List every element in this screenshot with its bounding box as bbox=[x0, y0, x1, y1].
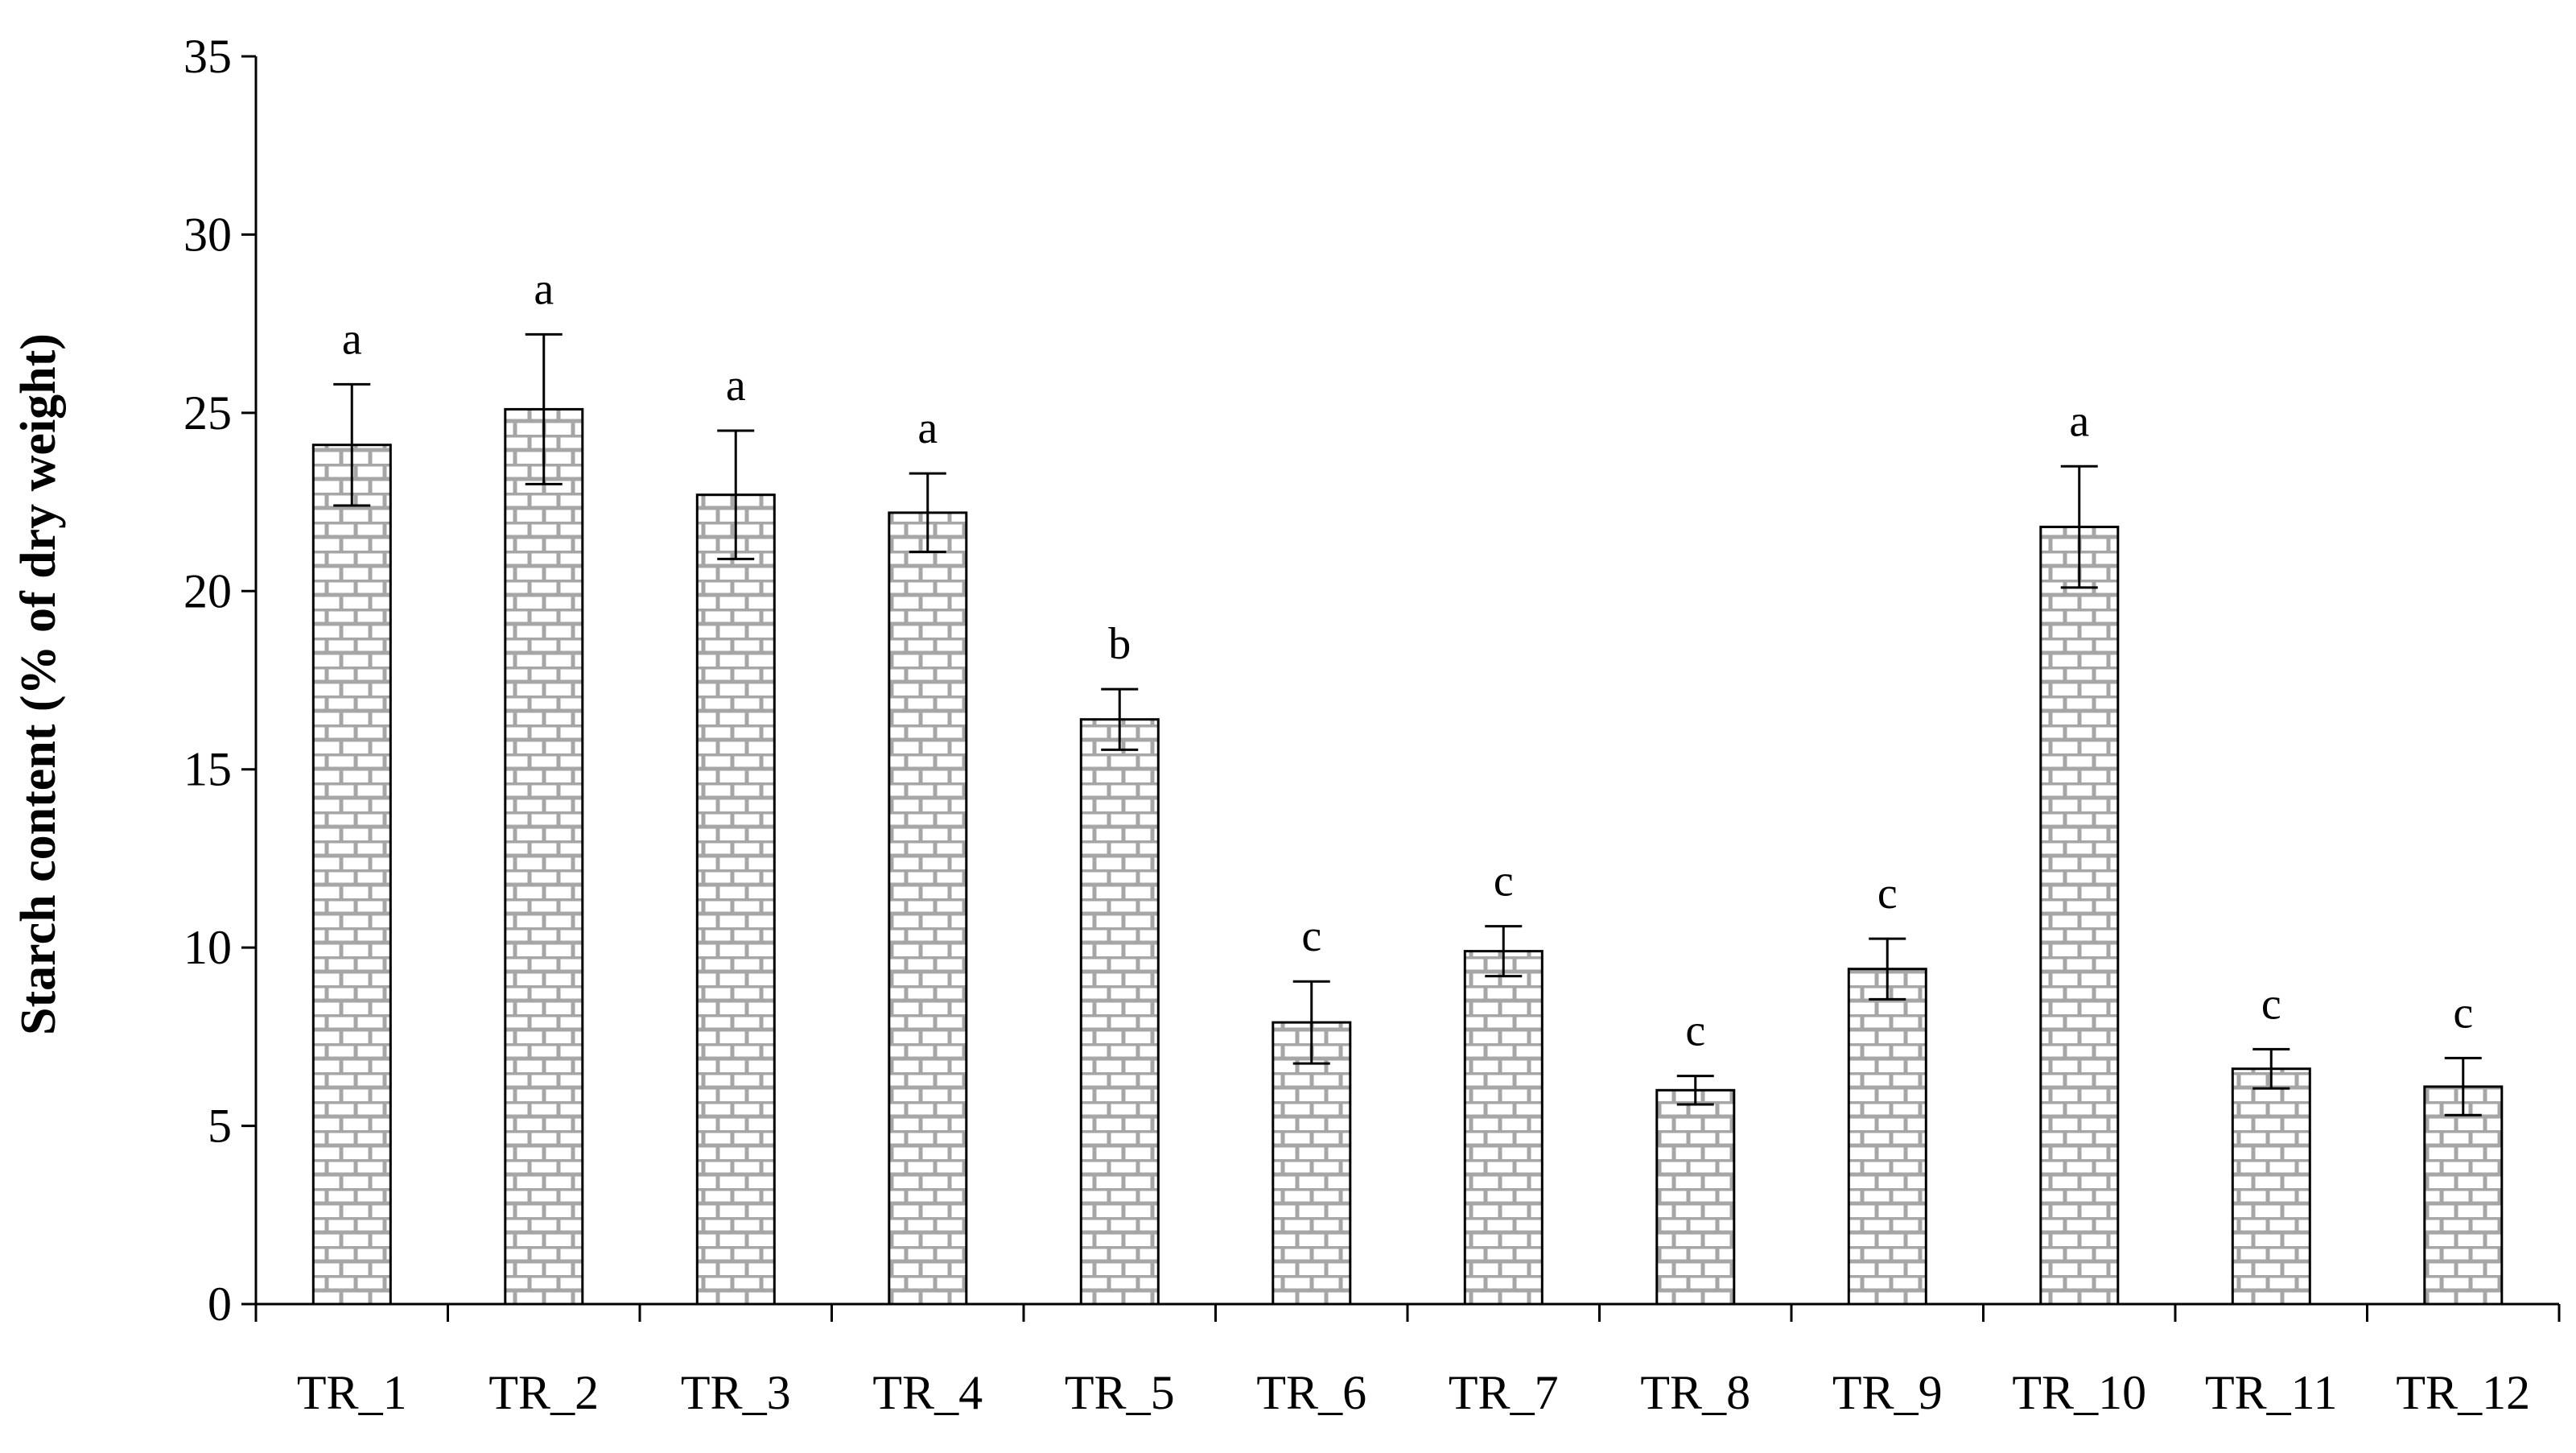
error-bar-tr-5 bbox=[1101, 687, 1139, 751]
y-tick-label-5: 5 bbox=[208, 1100, 232, 1153]
significance-label-tr-3: a bbox=[726, 361, 746, 411]
bar-tr-12 bbox=[2423, 1085, 2504, 1306]
error-bar-tr-1 bbox=[333, 382, 371, 507]
bar-tr-5 bbox=[1079, 718, 1160, 1306]
bar-tr-2 bbox=[504, 407, 584, 1306]
error-bar-tr-2 bbox=[525, 332, 563, 485]
significance-label-tr-7: c bbox=[1494, 857, 1514, 906]
x-tick-label-tr-6: TR_6 bbox=[1256, 1366, 1366, 1419]
bar-tr-8 bbox=[1655, 1088, 1736, 1306]
x-tick-label-tr-7: TR_7 bbox=[1449, 1366, 1559, 1419]
significance-label-tr-12: c bbox=[2453, 988, 2473, 1038]
x-tick-label-tr-2: TR_2 bbox=[488, 1366, 599, 1419]
axes-layer: TR_1 TR_2 TR_3 TR_4 TR_5 TR_6 TR_7 TR_8 TR_9 TR_1… bbox=[183, 30, 2561, 1419]
bars-layer bbox=[311, 407, 2504, 1306]
significance-label-tr-11: c bbox=[2261, 979, 2281, 1029]
x-tick-label-tr-8: TR_8 bbox=[1640, 1366, 1750, 1419]
error-bar-tr-10 bbox=[2060, 464, 2098, 589]
bar-tr-1 bbox=[311, 444, 392, 1306]
y-tick-label-20: 20 bbox=[183, 564, 232, 617]
error-bar-tr-12 bbox=[2444, 1056, 2482, 1117]
bar-tr-10 bbox=[2039, 526, 2120, 1306]
y-tick-label-10: 10 bbox=[183, 921, 232, 974]
y-axis-label: Starch content (% of dry weight) bbox=[11, 333, 66, 1035]
bar-tr-9 bbox=[1847, 968, 1927, 1306]
significance-label-tr-6: c bbox=[1301, 911, 1321, 961]
error-bar-tr-8 bbox=[1676, 1075, 1714, 1106]
x-tick-label-tr-3: TR_3 bbox=[681, 1366, 791, 1419]
bar-tr-11 bbox=[2231, 1067, 2311, 1306]
x-tick-label-tr-5: TR_5 bbox=[1065, 1366, 1175, 1419]
y-tick-label-0: 0 bbox=[208, 1278, 232, 1331]
x-tick-label-tr-9: TR_9 bbox=[1832, 1366, 1943, 1419]
significance-label-tr-1: a bbox=[342, 314, 362, 364]
error-bar-tr-3 bbox=[717, 429, 755, 560]
x-tick-label-tr-11: TR_11 bbox=[2205, 1366, 2337, 1419]
y-tick-label-35: 35 bbox=[183, 30, 232, 83]
bar-tr-3 bbox=[695, 493, 776, 1306]
error-bars-layer bbox=[333, 332, 2482, 1117]
error-bar-tr-11 bbox=[2252, 1047, 2290, 1090]
bar-tr-6 bbox=[1272, 1021, 1352, 1306]
significance-label-tr-9: c bbox=[1877, 869, 1898, 918]
x-tick-label-tr-12: TR_12 bbox=[2396, 1366, 2530, 1419]
significance-label-tr-8: c bbox=[1685, 1006, 1705, 1056]
error-bar-tr-6 bbox=[1292, 980, 1330, 1065]
x-tick-label-tr-10: TR_10 bbox=[2012, 1366, 2146, 1419]
x-tick-label-tr-1: TR_1 bbox=[297, 1366, 407, 1419]
y-tick-label-15: 15 bbox=[183, 743, 232, 796]
bar-tr-7 bbox=[1463, 950, 1544, 1306]
error-bar-tr-7 bbox=[1485, 925, 1523, 978]
y-tick-label-25: 25 bbox=[183, 386, 232, 440]
error-bar-tr-9 bbox=[1869, 937, 1906, 1001]
significance-label-tr-10: a bbox=[2069, 396, 2089, 446]
bar-tr-4 bbox=[888, 511, 968, 1306]
significance-label-tr-2: a bbox=[534, 264, 554, 314]
y-tick-label-30: 30 bbox=[183, 208, 232, 261]
significance-label-tr-4: a bbox=[917, 403, 938, 453]
significance-labels-layer: a a a a b c c c c a c c bbox=[342, 264, 2473, 1055]
error-bar-tr-4 bbox=[909, 472, 946, 554]
significance-label-tr-5: b bbox=[1108, 619, 1131, 669]
x-tick-label-tr-4: TR_4 bbox=[872, 1366, 983, 1419]
